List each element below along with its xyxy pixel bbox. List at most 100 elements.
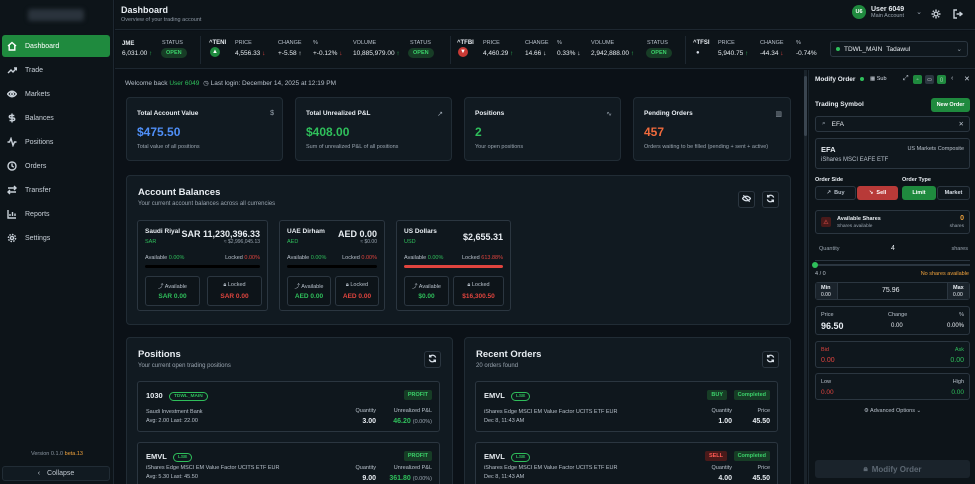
ticker-change-label: CHANGE bbox=[760, 40, 784, 46]
close-icon[interactable]: ✕ bbox=[964, 76, 970, 83]
stat-value: 2 bbox=[475, 125, 482, 139]
order-row[interactable]: EMVL LSE BUY Completed iShares Edge MSCI… bbox=[475, 381, 778, 432]
sub-toggle[interactable]: ▦ Sub bbox=[870, 76, 887, 82]
shares-count: 0 bbox=[960, 215, 964, 222]
search-icon: ⌕ bbox=[822, 120, 826, 127]
available-shares-card: ⚠ Available Shares Shares available 0 sh… bbox=[815, 210, 970, 234]
sub-label: Sub bbox=[876, 76, 887, 82]
balance-card-sar: Saudi Riyal SAR SAR 11,230,396.33 ≈ $2,9… bbox=[137, 220, 268, 311]
page-subtitle: Overview of your trading account bbox=[121, 17, 202, 23]
market-tag: LSE bbox=[511, 453, 531, 462]
clear-icon[interactable]: ✕ bbox=[958, 121, 964, 128]
ticker-status-label: STATUS bbox=[410, 40, 431, 46]
low-label: Low bbox=[821, 379, 832, 385]
layout-b-icon[interactable]: ▭ bbox=[925, 75, 934, 84]
quote-change: 0.00 bbox=[891, 323, 903, 329]
submit-label: Modify Order bbox=[871, 464, 922, 474]
new-order-button[interactable]: New Order bbox=[931, 98, 970, 112]
position-row[interactable]: 1030 TDWL_MAIN PROFIT Saudi Investment B… bbox=[137, 381, 440, 432]
profit-badge: PROFIT bbox=[403, 390, 432, 400]
refresh-positions-button[interactable] bbox=[424, 351, 441, 368]
order-row[interactable]: EMVL LSE SELL Completed iShares Edge MSC… bbox=[475, 442, 778, 484]
refresh-orders-button[interactable] bbox=[762, 351, 779, 368]
sidebar-item-settings[interactable]: Settings bbox=[2, 227, 110, 249]
currency-name: Saudi Riyal bbox=[145, 228, 181, 235]
chevron-left-icon[interactable]: ‹ bbox=[951, 75, 954, 82]
quote-pct: 0.00% bbox=[946, 323, 964, 329]
ticker-pct: -0.74% bbox=[796, 50, 817, 57]
currency-code: USD bbox=[404, 239, 416, 245]
selected-symbol-card[interactable]: EFA US Markets Composite iShares MSCI EA… bbox=[815, 138, 970, 169]
expand-icon[interactable]: ⤢ bbox=[903, 75, 909, 82]
selected-symbol: EFA bbox=[821, 145, 836, 154]
sidebar-item-markets[interactable]: Markets bbox=[2, 83, 110, 105]
sidebar-item-balances[interactable]: Balances bbox=[2, 107, 110, 129]
sidebar-item-dashboard[interactable]: Dashboard bbox=[2, 35, 110, 57]
sidebar-item-transfer[interactable]: Transfer bbox=[2, 179, 110, 201]
recent-orders-section: Recent Orders 20 orders found EMVL LSE B… bbox=[464, 337, 791, 484]
sidebar-item-trade[interactable]: Trade bbox=[2, 59, 110, 81]
dollar-icon bbox=[6, 113, 17, 124]
sidebar-item-reports[interactable]: Reports bbox=[2, 203, 110, 225]
buy-button[interactable]: ↗ Buy bbox=[815, 186, 856, 200]
chevron-left-icon: ‹ bbox=[37, 470, 41, 477]
sidebar-item-label: Positions bbox=[25, 138, 54, 146]
ticker-symbol: JME bbox=[122, 41, 135, 47]
min-button[interactable]: Min 0.00 bbox=[816, 283, 838, 299]
price-range-input[interactable]: Min 0.00 75.96 Max 0.00 bbox=[815, 282, 970, 300]
quote-pct-label: % bbox=[959, 312, 964, 318]
ticker-status-label: STATUS bbox=[162, 40, 183, 46]
market-tag: LSE bbox=[511, 392, 531, 401]
limit-button[interactable]: Limit bbox=[902, 186, 936, 200]
advanced-options-toggle[interactable]: ⚙ Advanced Options ⌄ bbox=[809, 408, 975, 414]
available-box: ⤴ Available SAR 0.00 bbox=[145, 276, 200, 306]
modify-order-submit-button[interactable]: 🔒︎ Modify Order bbox=[815, 460, 970, 478]
advanced-options-label: Advanced Options bbox=[870, 408, 915, 414]
stat-title: Total Account Value bbox=[137, 110, 199, 117]
ticker-pct-label: % bbox=[796, 40, 801, 46]
max-button[interactable]: Max 0.00 bbox=[947, 283, 969, 299]
trading-symbol-label: Trading Symbol bbox=[815, 101, 864, 108]
sidebar-item-label: Dashboard bbox=[25, 42, 60, 50]
ticker-change: +-5.58 bbox=[278, 50, 297, 57]
sparkle-icon: ⤴ bbox=[412, 284, 418, 290]
logout-icon[interactable] bbox=[953, 9, 965, 21]
sidebar-item-positions[interactable]: Positions bbox=[2, 131, 110, 153]
search-value: EFA bbox=[831, 120, 844, 128]
market-button[interactable]: Market bbox=[937, 186, 970, 200]
hide-balances-button[interactable] bbox=[738, 191, 755, 208]
market-select[interactable]: TDWL_MAIN Tadawul ⌄ bbox=[830, 41, 968, 57]
sidebar-item-label: Trade bbox=[25, 66, 44, 74]
locked-pct: 0.00% bbox=[244, 255, 260, 261]
selected-symbol-name: iShares MSCI EAFE ETF bbox=[821, 157, 889, 163]
refresh-balances-button[interactable] bbox=[762, 191, 779, 208]
quantity-input[interactable]: Quantity 4 shares bbox=[815, 239, 970, 261]
available-value: SAR 0.00 bbox=[158, 293, 187, 300]
up-arrow-icon: ▲ bbox=[210, 47, 220, 57]
max-label: Max bbox=[953, 285, 964, 291]
high-label: High bbox=[952, 379, 964, 385]
pnl-label: Unrealized P&L bbox=[393, 465, 432, 471]
sidebar-item-label: Balances bbox=[25, 114, 54, 122]
pnl-value: 46.20 bbox=[393, 418, 411, 425]
position-row[interactable]: EMVL LSE PROFIT iShares Edge MSCI EM Val… bbox=[137, 442, 440, 484]
quote-price: 96.50 bbox=[821, 321, 844, 331]
layout-a-icon[interactable]: ▫ bbox=[913, 75, 922, 84]
avatar: U6 bbox=[852, 5, 866, 19]
balance-amount: $2,655.31 bbox=[462, 232, 503, 242]
main-scrollbar[interactable] bbox=[804, 70, 807, 484]
user-menu[interactable]: U6 User 6049 Main Account ⌄ bbox=[852, 5, 922, 19]
collapse-button[interactable]: ‹ Collapse bbox=[2, 466, 110, 481]
pnl-pct: (0.00%) bbox=[412, 476, 432, 482]
sell-button[interactable]: ↘ Sell bbox=[857, 186, 898, 200]
bid-value: 0.00 bbox=[821, 357, 835, 364]
quantity-slider[interactable] bbox=[812, 262, 970, 268]
theme-toggle-icon[interactable] bbox=[931, 9, 943, 21]
slider-handle[interactable] bbox=[812, 262, 818, 268]
ticker-volume: 10,885,979.00 bbox=[353, 50, 395, 57]
side-badge: SELL bbox=[704, 451, 727, 461]
layout-c-icon[interactable]: ▯ bbox=[937, 75, 946, 84]
symbol-search-input[interactable]: ⌕ EFA ✕ bbox=[815, 116, 970, 132]
sidebar-item-orders[interactable]: Orders bbox=[2, 155, 110, 177]
order-time: Dec 8, 11:43 AM bbox=[484, 474, 525, 480]
